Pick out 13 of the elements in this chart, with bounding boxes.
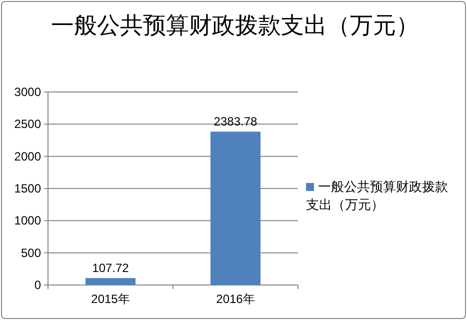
- y-tick-label: 1000: [14, 214, 42, 228]
- y-tick-label: 2500: [14, 117, 42, 132]
- y-tick-label: 0: [34, 278, 42, 292]
- y-tick-label: 500: [20, 246, 42, 260]
- legend-label: 一般公共预算财政拨款支出（万元）: [306, 178, 449, 214]
- chart-title: 一般公共预算财政拨款支出（万元）: [50, 11, 420, 40]
- data-label: 2383.78: [214, 114, 258, 129]
- x-tick-label: 2015年: [91, 292, 130, 306]
- y-tick-label: 3000: [14, 85, 42, 99]
- data-label: 107.72: [92, 261, 130, 276]
- y-tick-label: 2000: [14, 149, 42, 164]
- x-tick-label: 2016年: [216, 292, 255, 306]
- y-tick-label: 1500: [14, 182, 42, 196]
